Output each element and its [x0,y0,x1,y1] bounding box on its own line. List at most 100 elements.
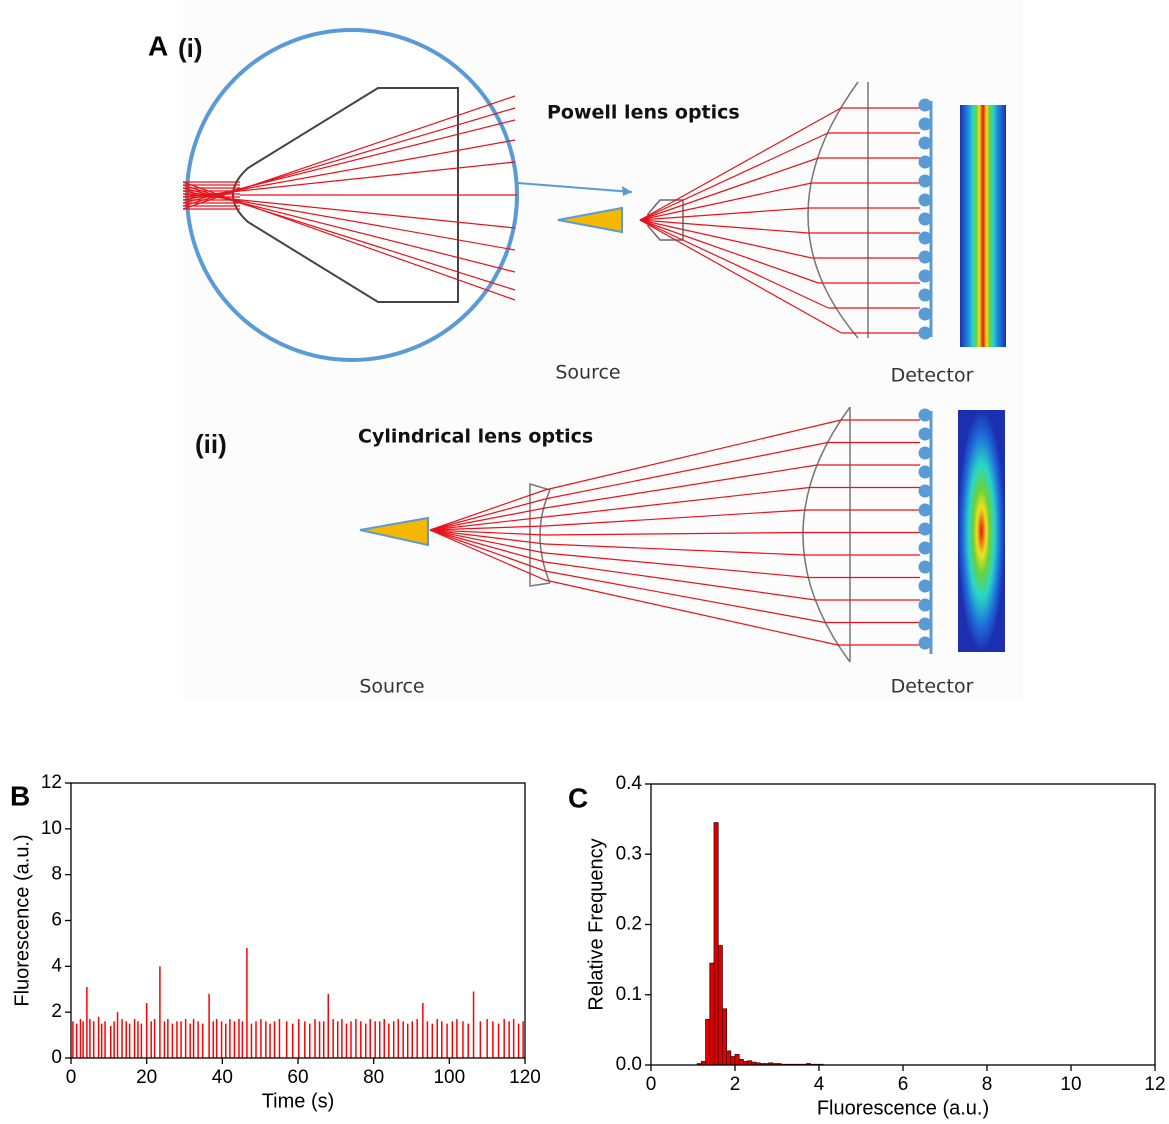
detector-pixel [918,231,932,245]
histogram-bar [705,1018,711,1066]
detector-pixel [918,617,932,631]
light-ray [639,182,812,221]
light-ray [639,219,819,284]
histogram-bar [722,1008,728,1066]
detector-pixel [918,446,932,460]
light-ray [182,161,516,198]
y-tick-label: 4 [51,955,62,976]
detector-pixel [918,98,932,112]
light-ray [544,441,828,500]
light-ray [639,219,829,309]
beam-profile-i [960,105,1006,347]
detector-pixel [918,522,932,536]
light-ray [429,529,546,572]
collimating-lens-ii [802,406,851,663]
zoom-arrow-head [622,186,632,196]
light-ray [639,132,829,221]
y-axis-label: Fluorescence (a.u.) [11,834,33,1006]
x-axis-label: Time (s) [262,1090,335,1112]
x-tick-label: 8 [982,1074,993,1095]
y-tick-label: 0.0 [616,1054,642,1075]
detector-pixel [918,541,932,555]
x-tick-label: 0 [646,1074,657,1095]
plot-frame [70,782,526,1059]
x-tick-label: 60 [287,1067,308,1088]
x-tick-label: 0 [66,1067,77,1088]
light-ray [639,107,842,221]
light-ray [182,95,516,210]
light-ray [544,552,809,579]
x-tick-label: 6 [898,1074,909,1095]
detector-pixel [918,579,932,593]
detector-pixel [918,484,932,498]
source-i [557,206,623,234]
y-axis-label: Relative Frequency [585,838,607,1010]
detector-pixel [918,636,932,650]
light-ray [182,190,516,251]
light-ray [639,219,809,234]
light-ray [429,529,546,581]
detector-pixel [918,212,932,226]
x-tick-label: 10 [1060,1074,1081,1095]
light-ray [639,157,819,221]
diagram: A (i) (ii) Powell lens optics Cylindrica… [148,0,1023,700]
detector-label: Detector [891,676,974,698]
light-ray [429,498,546,531]
histogram-bar [717,945,723,1066]
diagram-title: Powell lens optics [547,102,740,124]
x-tick-label: 80 [363,1067,384,1088]
detector-pixel [918,174,932,188]
y-tick-label: 8 [51,864,62,885]
light-ray [429,529,546,536]
source-label: Source [359,676,424,698]
x-tick-label: 120 [509,1067,541,1088]
light-ray [639,219,812,259]
collimating-lens-i [807,81,859,339]
light-ray [429,529,546,554]
y-tick-label: 2 [51,1001,62,1022]
light-ray [429,507,546,531]
histogram-bar [713,822,719,1066]
light-ray [544,419,842,491]
detector-pixel [918,193,932,207]
light-ray [429,529,546,563]
detector-pixel [918,250,932,264]
detector-pixel [918,560,932,574]
light-ray [544,531,804,536]
cylindrical-lens [529,482,551,587]
x-axis-label: Fluorescence (a.u.) [817,1097,989,1119]
detector-label: Detector [891,365,974,387]
panel-label: A [148,30,168,61]
histogram-bar [730,1056,736,1066]
x-tick-label: 100 [433,1067,465,1088]
panel-label: B [10,780,30,811]
histogram-bar [726,1050,732,1066]
detector-pixel [918,269,932,283]
histogram-bar [734,1054,740,1066]
light-ray [544,486,810,518]
light-ray [429,489,546,531]
beam-profile-ii [958,410,1005,652]
x-tick-label: 12 [1144,1074,1165,1095]
diagram-title: Cylindrical lens optics [358,426,593,448]
x-tick-label: 2 [730,1074,741,1095]
y-tick-label: 10 [41,818,62,839]
light-ray [429,516,546,531]
subpanel-label: (i) [178,33,203,63]
light-ray [544,579,838,646]
detector-pixel [918,288,932,302]
x-tick-label: 40 [212,1067,233,1088]
detector-pixel [918,136,932,150]
panel-label: C [568,782,588,813]
histogram-bar [738,1058,744,1066]
light-ray [544,543,805,556]
powell-lens-zoom [232,87,459,303]
subpanel-label: (ii) [195,429,227,459]
y-tick-label: 0.1 [616,984,642,1005]
light-ray [544,509,805,527]
detector-pixel [918,307,932,321]
detector-pixel [918,503,932,517]
light-ray [639,219,842,334]
light-ray [429,529,546,545]
